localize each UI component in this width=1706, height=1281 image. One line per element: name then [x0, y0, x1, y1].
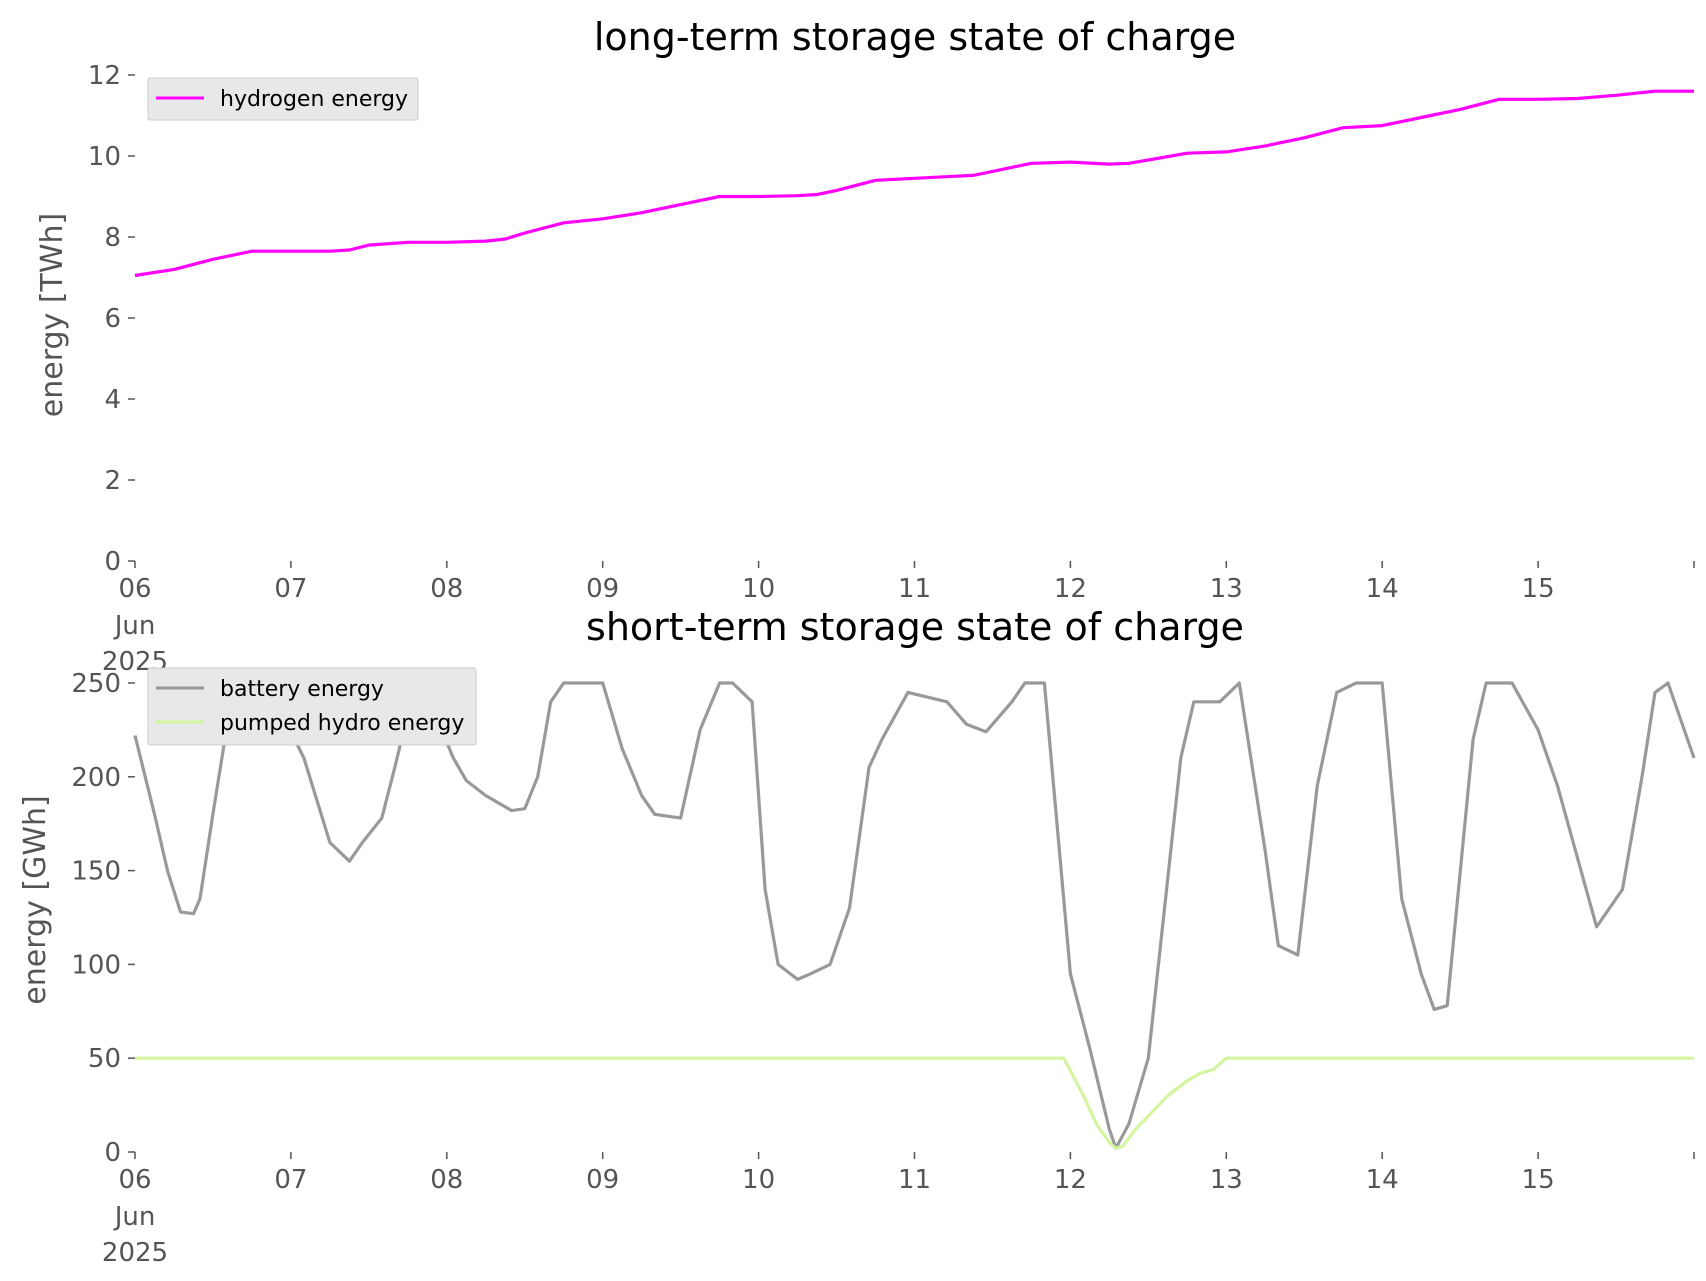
- x-tick-label: 13: [1210, 1165, 1243, 1195]
- legend-box: [147, 77, 419, 121]
- chart-long-term: long-term storage state of charge energy…: [35, 15, 1695, 677]
- x-tick-label: 09: [586, 574, 619, 604]
- x-tick-label: 10: [742, 1165, 775, 1195]
- y-ticks-long-term: 0 2 4 6 8 10 12: [88, 61, 135, 577]
- x-tick-label: 13: [1210, 574, 1243, 604]
- y-axis-label-short-term: energy [GWh]: [18, 795, 53, 1004]
- y-axis-label-long-term: energy [TWh]: [35, 213, 70, 417]
- x-tick-label: 14: [1366, 574, 1399, 604]
- y-tick-label: 10: [88, 142, 121, 172]
- x-tick-label: 06: [118, 574, 151, 604]
- x-tick-label: 14: [1366, 1165, 1399, 1195]
- x-tick-label: 07: [274, 1165, 307, 1195]
- x-tick-label: 09: [586, 1165, 619, 1195]
- x-ticks-short-term: 06 Jun 2025 07 08 09 10 11 12 13 14 15: [102, 1152, 1695, 1268]
- y-ticks-short-term: 0 50 100 150 200 250: [71, 669, 135, 1168]
- x-tick-sublabel-month: Jun: [113, 611, 156, 641]
- y-tick-label: 0: [104, 547, 121, 577]
- x-tick-label: 11: [898, 1165, 931, 1195]
- x-tick-label: 08: [430, 574, 463, 604]
- x-tick-label: 15: [1522, 1165, 1555, 1195]
- x-tick-sublabel-year: 2025: [102, 1238, 168, 1268]
- legend-label-pumped-hydro: pumped hydro energy: [220, 711, 464, 736]
- x-tick-label: 12: [1054, 1165, 1087, 1195]
- y-tick-label: 250: [71, 669, 121, 699]
- x-tick-label: 11: [898, 574, 931, 604]
- legend-label-battery: battery energy: [220, 677, 384, 702]
- series-line-battery-energy: [133, 681, 1696, 1150]
- x-tick-label: 08: [430, 1165, 463, 1195]
- legend-label-hydrogen: hydrogen energy: [220, 87, 408, 112]
- y-tick-label: 2: [104, 466, 121, 496]
- chart-title-long-term: long-term storage state of charge: [594, 15, 1236, 59]
- y-tick-label: 200: [71, 763, 121, 793]
- y-tick-label: 100: [71, 950, 121, 980]
- legend-short-term: battery energy pumped hydro energy: [147, 667, 477, 746]
- series-lines-short-term: [133, 681, 1696, 1150]
- y-tick-label: 0: [104, 1138, 121, 1168]
- legend-box: [147, 667, 477, 746]
- chart-title-short-term: short-term storage state of charge: [586, 605, 1244, 649]
- y-tick-label: 8: [104, 223, 121, 253]
- y-tick-label: 150: [71, 857, 121, 887]
- x-tick-label: 12: [1054, 574, 1087, 604]
- y-tick-label: 4: [104, 385, 121, 415]
- x-tick-label: 07: [274, 574, 307, 604]
- series-lines-long-term: [134, 89, 1694, 278]
- chart-short-term: short-term storage state of charge energ…: [18, 605, 1696, 1268]
- y-tick-label: 6: [104, 304, 121, 334]
- x-tick-label: 15: [1522, 574, 1555, 604]
- x-tick-label: 10: [742, 574, 775, 604]
- legend-long-term: hydrogen energy: [147, 77, 419, 121]
- y-tick-label: 12: [88, 61, 121, 91]
- x-tick-sublabel-month: Jun: [113, 1202, 156, 1232]
- series-line-hydrogen-energy: [134, 89, 1694, 278]
- x-tick-label: 06: [118, 1165, 151, 1195]
- series-line-pumped-hydro-energy: [135, 1056, 1694, 1150]
- y-tick-label: 50: [88, 1044, 121, 1074]
